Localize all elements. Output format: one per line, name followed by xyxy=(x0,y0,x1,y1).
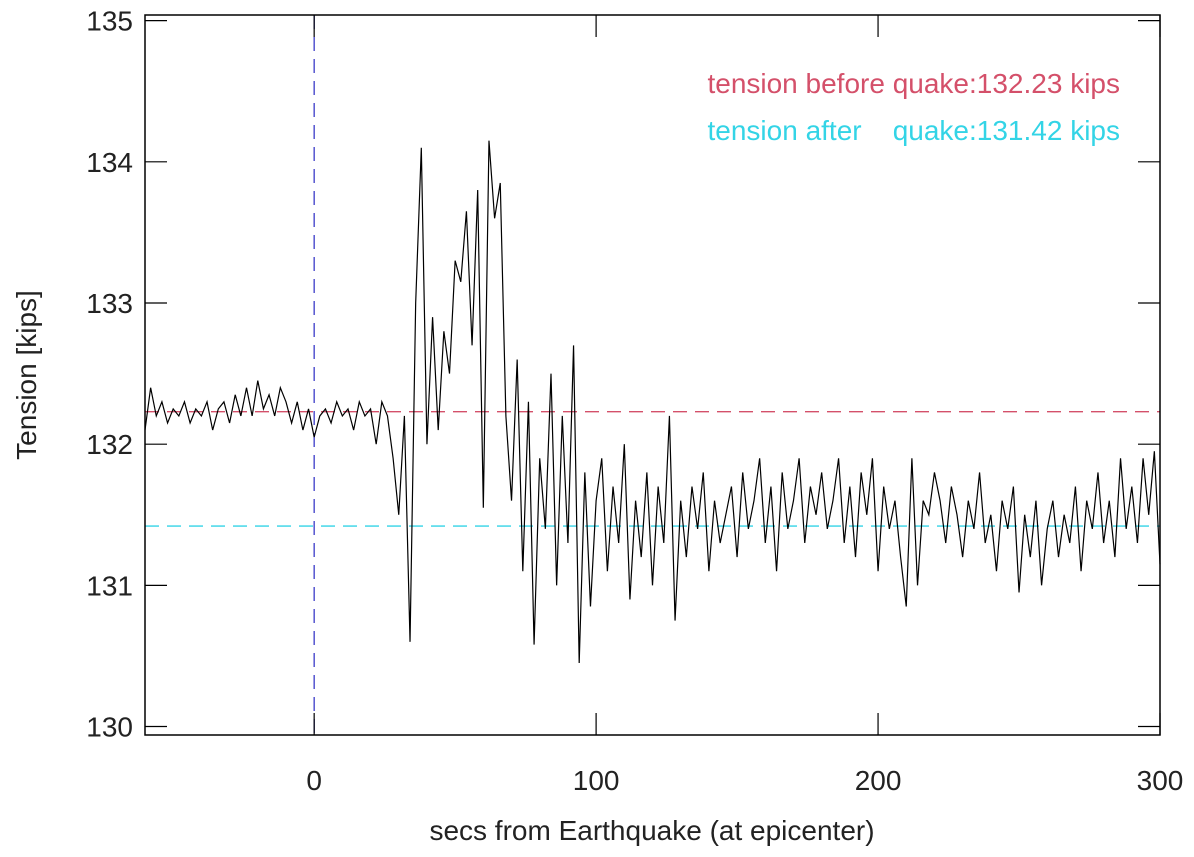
x-tick-label: 0 xyxy=(306,765,322,796)
y-tick-label: 132 xyxy=(86,429,133,460)
x-tick-label: 200 xyxy=(855,765,902,796)
x-tick-label: 300 xyxy=(1137,765,1184,796)
x-tick-label: 100 xyxy=(573,765,620,796)
x-axis-title: secs from Earthquake (at epicenter) xyxy=(429,815,874,846)
y-axis-title: Tension [kips] xyxy=(11,290,42,460)
annotation: tension before quake:132.23 kips xyxy=(707,68,1120,99)
y-tick-label: 133 xyxy=(86,288,133,319)
y-tick-label: 130 xyxy=(86,712,133,743)
data-line xyxy=(144,140,1161,664)
y-tick-label: 134 xyxy=(86,147,133,178)
y-tick-label: 131 xyxy=(86,570,133,601)
annotation: tension after quake:131.42 kips xyxy=(708,115,1121,146)
plot-frame xyxy=(144,14,1161,736)
y-tick-label: 135 xyxy=(86,6,133,37)
